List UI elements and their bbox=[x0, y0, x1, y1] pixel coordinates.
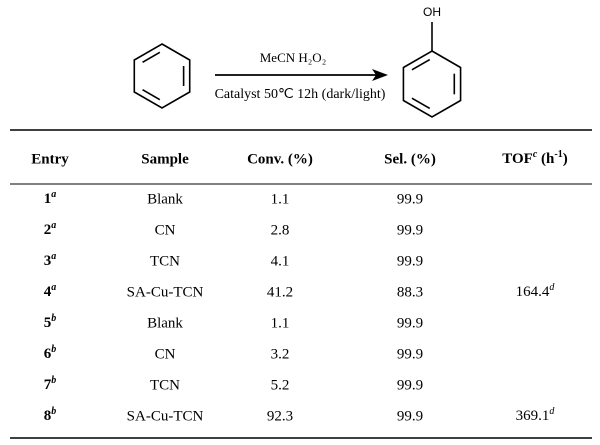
entry-number: 1 bbox=[44, 191, 52, 207]
double-bond bbox=[411, 97, 431, 110]
conversion: 1.1 bbox=[271, 315, 290, 331]
footnote-mark: a bbox=[51, 189, 56, 200]
entry: 7b bbox=[44, 375, 57, 394]
entry-number: 7 bbox=[44, 377, 52, 393]
footnote-mark: d bbox=[549, 282, 555, 293]
sample: CN bbox=[155, 346, 176, 362]
sample: SA-Cu-TCN bbox=[127, 408, 204, 424]
table: Entry Sample Conv. (%) Sel. (%) TOFc (h-1)1a… bbox=[31, 149, 567, 425]
footnote-mark: a bbox=[51, 220, 56, 231]
conditions: Catalyst 50℃ 12h (dark/light) bbox=[215, 87, 386, 102]
ring bbox=[402, 50, 462, 118]
sample: TCN bbox=[150, 377, 180, 393]
conversion: 92.3 bbox=[267, 408, 293, 424]
selectivity: 99.9 bbox=[397, 377, 423, 393]
double-bond bbox=[142, 51, 161, 63]
reaction-scheme bbox=[133, 43, 462, 118]
footnote-mark: b bbox=[51, 344, 56, 355]
selectivity: 88.3 bbox=[397, 284, 423, 300]
entry: 2a bbox=[44, 220, 57, 239]
selectivity: 99.9 bbox=[397, 315, 423, 331]
conversion: 5.2 bbox=[271, 377, 290, 393]
header-text: TOF bbox=[502, 151, 533, 167]
entry: 8b bbox=[44, 406, 57, 425]
entry: 1a bbox=[44, 189, 57, 208]
sample: CN bbox=[155, 222, 176, 238]
footnote-mark: b bbox=[51, 313, 56, 324]
double-bond bbox=[142, 89, 161, 101]
conversion: 41.2 bbox=[267, 284, 293, 300]
footnote-mark: b bbox=[51, 375, 56, 386]
footnote-mark: a bbox=[51, 251, 56, 262]
footnote-mark: c bbox=[533, 149, 538, 160]
column-header: Entry bbox=[31, 151, 69, 167]
selectivity: 99.9 bbox=[397, 346, 423, 362]
selectivity: 99.9 bbox=[397, 191, 423, 207]
tof: 164.4d bbox=[516, 282, 556, 301]
conversion: 2.8 bbox=[271, 222, 290, 238]
selectivity: 99.9 bbox=[397, 253, 423, 269]
conversion: 4.1 bbox=[271, 253, 290, 269]
tof-value: 369.1 bbox=[516, 408, 550, 424]
column-header: Sample bbox=[141, 151, 189, 167]
unit-exponent: -1 bbox=[554, 149, 562, 160]
footnote-mark: d bbox=[549, 406, 555, 417]
entry-number: 5 bbox=[44, 315, 52, 331]
entry-number: 8 bbox=[44, 408, 52, 424]
conversion: 1.1 bbox=[271, 191, 290, 207]
sample: Blank bbox=[147, 315, 183, 331]
sample: TCN bbox=[150, 253, 180, 269]
entry: 5b bbox=[44, 313, 57, 332]
arrow-head bbox=[372, 69, 388, 81]
ring bbox=[133, 43, 191, 109]
sample: Blank bbox=[147, 191, 183, 207]
tof-value: 164.4 bbox=[516, 284, 550, 300]
entry-number: 4 bbox=[44, 284, 52, 300]
entry-number: 2 bbox=[44, 222, 52, 238]
entry-number: 3 bbox=[44, 253, 52, 269]
entry: 6b bbox=[44, 344, 57, 363]
column-header: TOFc (h-1) bbox=[502, 149, 567, 168]
entry-number: 6 bbox=[44, 346, 52, 362]
entry: 4a bbox=[44, 282, 57, 301]
footnote-mark: a bbox=[51, 282, 56, 293]
footnote-mark: b bbox=[51, 406, 56, 417]
column-header: Conv. (%) bbox=[247, 151, 313, 167]
tof: 369.1d bbox=[516, 406, 556, 425]
selectivity: 99.9 bbox=[397, 222, 423, 238]
entry: 3a bbox=[44, 251, 57, 270]
sample: SA-Cu-TCN bbox=[127, 284, 204, 300]
column-header: Sel. (%) bbox=[384, 151, 436, 167]
double-bond bbox=[411, 58, 431, 71]
header-unit: (h bbox=[537, 151, 555, 167]
reagents: MeCN H₂O₂ bbox=[260, 50, 326, 65]
conversion: 3.2 bbox=[271, 346, 290, 362]
header-unit: ) bbox=[563, 151, 568, 167]
selectivity: 99.9 bbox=[397, 408, 423, 424]
substituent: OH bbox=[423, 5, 441, 19]
